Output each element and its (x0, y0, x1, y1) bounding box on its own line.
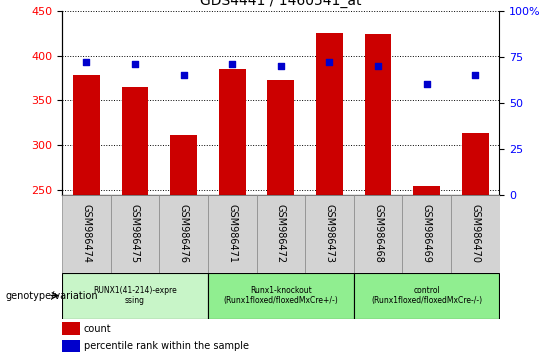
Point (228, 61, 237, 67)
Bar (267, 80, 294, 195)
Bar (73, 75, 100, 195)
Bar (364, 34, 391, 195)
Text: count: count (84, 324, 112, 333)
Text: Runx1-knockout
(Runx1floxed/floxedMxCre+/-): Runx1-knockout (Runx1floxed/floxedMxCre+… (224, 286, 338, 305)
Bar (256, 195, 305, 273)
Bar (62, 273, 208, 319)
Bar (451, 195, 500, 273)
Point (374, 63, 382, 69)
Point (131, 61, 139, 67)
Bar (402, 195, 451, 273)
Text: percentile rank within the sample: percentile rank within the sample (84, 341, 249, 351)
Text: GSM986468: GSM986468 (373, 204, 383, 263)
Bar (354, 195, 402, 273)
Bar (413, 186, 440, 195)
Text: control
(Runx1floxed/floxedMxCre-/-): control (Runx1floxed/floxedMxCre-/-) (371, 286, 482, 305)
Bar (122, 87, 148, 195)
Bar (62, 340, 79, 352)
Text: GSM986470: GSM986470 (470, 204, 480, 263)
Bar (208, 273, 354, 319)
Text: GSM986476: GSM986476 (179, 204, 188, 263)
Text: RUNX1(41-214)-expre
ssing: RUNX1(41-214)-expre ssing (93, 286, 177, 305)
Text: GSM986472: GSM986472 (276, 204, 286, 263)
Point (276, 63, 285, 69)
Text: genotype/variation: genotype/variation (5, 291, 98, 301)
Text: GSM986474: GSM986474 (82, 204, 91, 263)
Point (471, 72, 480, 78)
Bar (354, 273, 500, 319)
Point (82, 59, 91, 65)
Text: GSM986473: GSM986473 (325, 204, 334, 263)
Bar (111, 195, 159, 273)
Bar (62, 195, 111, 273)
Point (179, 72, 188, 78)
Bar (159, 195, 208, 273)
Title: GDS4441 / 1460541_at: GDS4441 / 1460541_at (200, 0, 362, 8)
Point (325, 59, 334, 65)
Bar (462, 133, 489, 195)
Text: GSM986469: GSM986469 (422, 204, 431, 263)
Bar (62, 322, 79, 335)
Text: GSM986475: GSM986475 (130, 204, 140, 263)
Bar (170, 135, 197, 195)
Point (422, 81, 431, 87)
Bar (316, 33, 343, 195)
Bar (208, 195, 256, 273)
Bar (305, 195, 354, 273)
Text: GSM986471: GSM986471 (227, 204, 237, 263)
Bar (219, 69, 246, 195)
